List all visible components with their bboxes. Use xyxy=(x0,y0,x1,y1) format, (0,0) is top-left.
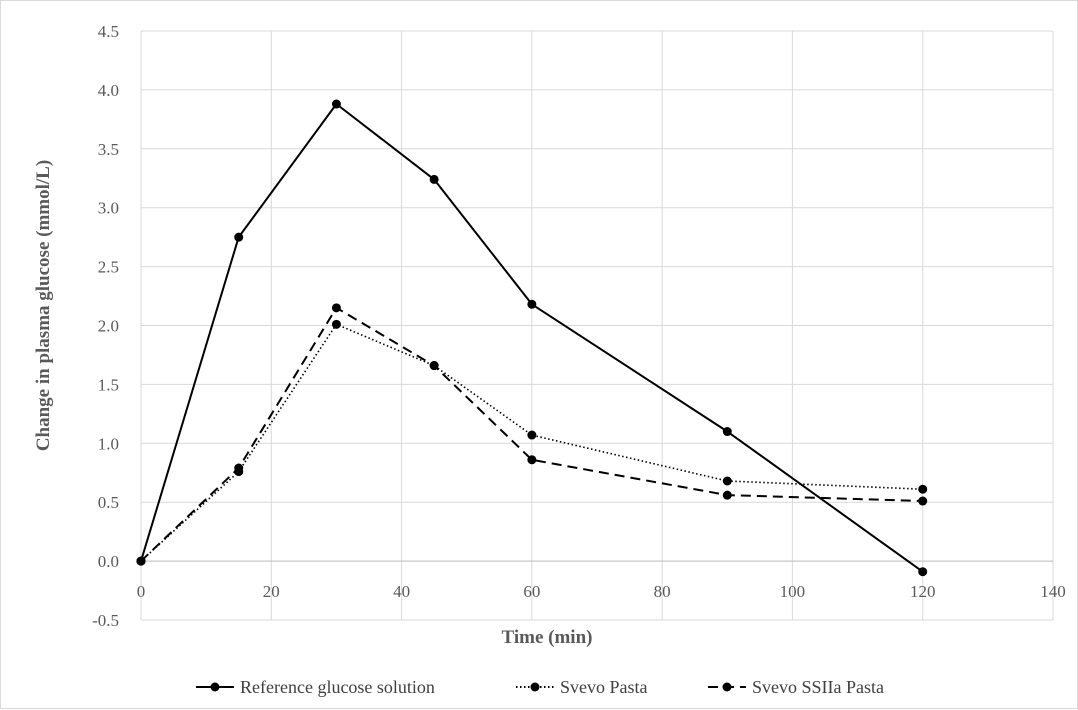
x-tick-label: 20 xyxy=(263,582,280,601)
x-tick-label: 100 xyxy=(780,582,806,601)
x-tick-label: 140 xyxy=(1040,582,1066,601)
y-tick-label: 0.0 xyxy=(98,552,119,571)
y-tick-label: 0.5 xyxy=(98,493,119,512)
data-point xyxy=(331,303,341,313)
x-axis-title: Time (min) xyxy=(502,627,593,648)
y-tick-label: 4.5 xyxy=(98,22,119,41)
data-point xyxy=(722,490,732,500)
data-point xyxy=(722,476,732,486)
data-point xyxy=(136,556,146,566)
data-point xyxy=(527,430,537,440)
y-tick-label: 1.5 xyxy=(98,375,119,394)
x-axis-ticks: 0 20 40 60 80 100 120 140 xyxy=(137,582,1066,601)
y-tick-label: 4.0 xyxy=(98,81,119,100)
data-point xyxy=(429,174,439,184)
gridlines xyxy=(140,30,1054,621)
x-tick-label: 0 xyxy=(137,582,146,601)
legend: Reference glucose solution Svevo Pasta Sve… xyxy=(196,677,884,697)
legend-label: Svevo Pasta xyxy=(560,677,648,697)
x-tick-label: 80 xyxy=(654,582,671,601)
legend-item: Reference glucose solution xyxy=(196,677,435,697)
y-tick-label: -0.5 xyxy=(92,611,119,630)
series-2 xyxy=(136,303,928,566)
data-point xyxy=(527,455,537,465)
data-point xyxy=(429,361,439,371)
data-point xyxy=(918,496,928,506)
data-point xyxy=(918,567,928,577)
x-tick-label: 40 xyxy=(393,582,410,601)
y-tick-label: 2.0 xyxy=(98,317,119,336)
legend-marker xyxy=(530,682,540,692)
legend-label: Reference glucose solution xyxy=(240,677,435,697)
legend-label: Svevo SSIIa Pasta xyxy=(752,677,884,697)
data-point xyxy=(722,427,732,437)
data-point xyxy=(234,463,244,473)
y-axis-ticks: -0.5 0.0 0.5 1.0 1.5 2.0 2.5 3.0 3.5 4.0 4.5 xyxy=(92,22,119,630)
data-point xyxy=(527,299,537,309)
data-point xyxy=(331,99,341,109)
data-point xyxy=(918,484,928,494)
legend-marker xyxy=(210,682,220,692)
y-axis-title: Change in plasma glucose (mmol/L) xyxy=(33,160,54,451)
y-tick-label: 3.5 xyxy=(98,140,119,159)
x-tick-label: 60 xyxy=(523,582,540,601)
legend-item: Svevo SSIIa Pasta xyxy=(708,677,884,697)
series-group xyxy=(136,99,928,577)
y-tick-label: 2.5 xyxy=(98,258,119,277)
legend-item: Svevo Pasta xyxy=(516,677,648,697)
data-point xyxy=(331,319,341,329)
data-point xyxy=(234,232,244,242)
x-tick-label: 120 xyxy=(910,582,936,601)
y-tick-label: 3.0 xyxy=(98,199,119,218)
y-tick-label: 1.0 xyxy=(98,434,119,453)
legend-marker xyxy=(722,682,732,692)
